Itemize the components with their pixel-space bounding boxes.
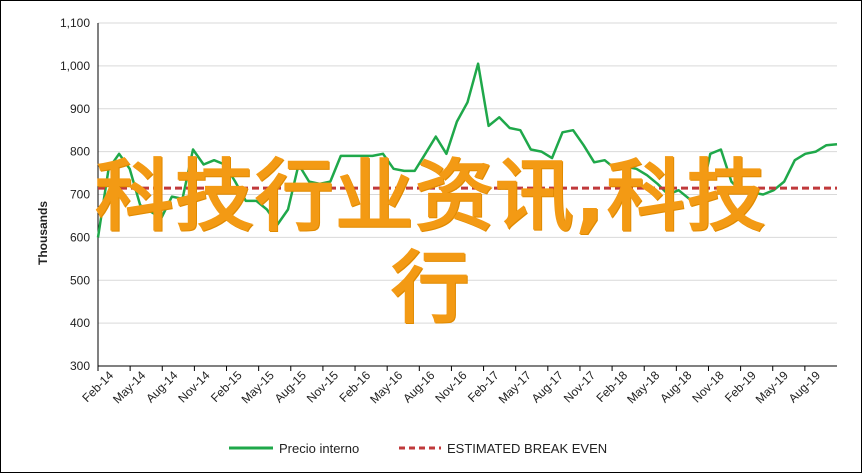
x-tick-label: Aug-18 — [657, 368, 694, 405]
x-tick-label: Feb-17 — [465, 368, 502, 405]
legend-label-precio-interno: Precio interno — [279, 441, 359, 456]
x-tick-label: Feb-18 — [593, 368, 630, 405]
watermark-line-2: 行 — [390, 244, 471, 334]
x-tick-label: Nov-17 — [561, 368, 598, 405]
y-axis-label: Thousands — [36, 201, 50, 265]
x-tick-label: May-19 — [753, 368, 791, 406]
axes — [97, 23, 837, 367]
x-tick-label: May-14 — [110, 368, 148, 406]
x-tick-label: May-15 — [239, 368, 277, 406]
y-tick-label: 800 — [70, 145, 90, 159]
x-tick-label: Nov-14 — [175, 368, 212, 405]
x-tick-label: Aug-17 — [529, 368, 566, 405]
y-tick-label: 900 — [70, 102, 90, 116]
y-tick-label: 1,000 — [60, 59, 90, 73]
watermark-overlay: 科技行业资讯,科技 行 — [21, 151, 841, 335]
y-tick-label: 500 — [70, 273, 90, 287]
y-tick-label: 600 — [70, 230, 90, 244]
x-tick-label: Nov-15 — [304, 368, 341, 405]
y-tick-label: 1,100 — [60, 16, 90, 30]
y-tick-label: 700 — [70, 188, 90, 202]
y-tick-label: 400 — [70, 316, 90, 330]
x-tick-label: Feb-14 — [79, 368, 116, 405]
x-tick-label: Nov-16 — [432, 368, 469, 405]
series-lines — [96, 62, 838, 238]
y-axis-ticks: 1,100 1,000 900 800 700 600 500 400 300 — [60, 16, 90, 373]
x-tick-label: May-18 — [624, 368, 662, 406]
x-tick-label: Aug-19 — [786, 368, 823, 405]
x-tick-label: Aug-14 — [143, 368, 180, 405]
x-tick-label: Nov-18 — [689, 368, 726, 405]
legend: Precio interno ESTIMATED BREAK EVEN — [229, 441, 607, 456]
x-tick-label: Aug-16 — [400, 368, 437, 405]
x-tick-label: Feb-15 — [208, 368, 245, 405]
legend-label-break-even: ESTIMATED BREAK EVEN — [447, 441, 607, 456]
x-tick-label: May-17 — [496, 368, 534, 406]
series-line-precio-interno — [96, 62, 838, 238]
x-tick-label: May-16 — [367, 368, 405, 406]
x-tick-label: Feb-19 — [722, 368, 759, 405]
y-tick-label: 300 — [70, 359, 90, 373]
watermark-line-1: 科技行业资讯,科技 — [95, 152, 767, 242]
x-tick-label: Feb-16 — [336, 368, 373, 405]
x-tick-label: Aug-15 — [272, 368, 309, 405]
x-axis-ticks: Feb-14May-14Aug-14Nov-14Feb-15May-15Aug-… — [79, 366, 823, 406]
